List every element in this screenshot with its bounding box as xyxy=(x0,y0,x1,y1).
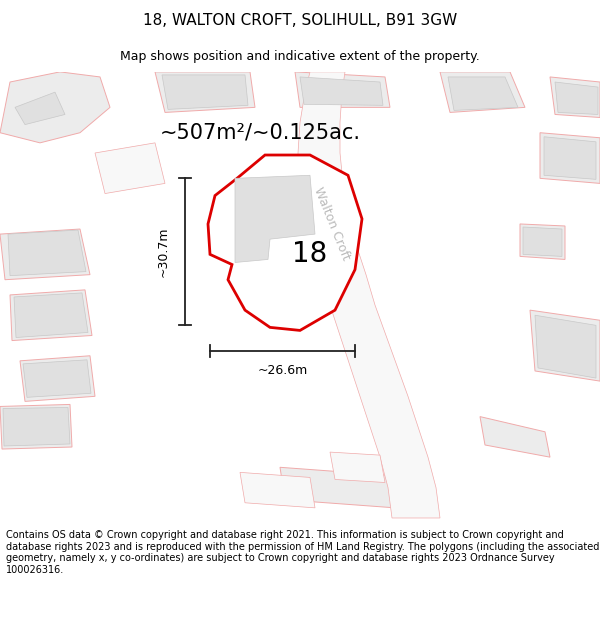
Polygon shape xyxy=(300,77,383,106)
Polygon shape xyxy=(0,229,90,280)
Polygon shape xyxy=(3,408,70,446)
Polygon shape xyxy=(95,143,165,194)
Text: ~507m²/~0.125ac.: ~507m²/~0.125ac. xyxy=(160,122,361,142)
Polygon shape xyxy=(330,452,385,482)
Polygon shape xyxy=(295,72,390,107)
Polygon shape xyxy=(0,404,72,449)
Text: ~30.7m: ~30.7m xyxy=(157,227,170,277)
Text: Contains OS data © Crown copyright and database right 2021. This information is : Contains OS data © Crown copyright and d… xyxy=(6,530,599,575)
Text: Walton Croft: Walton Croft xyxy=(311,186,353,262)
Text: 18: 18 xyxy=(292,241,328,268)
Polygon shape xyxy=(555,82,598,114)
Polygon shape xyxy=(8,230,86,276)
Polygon shape xyxy=(535,315,596,378)
Polygon shape xyxy=(15,92,65,124)
Polygon shape xyxy=(240,472,315,508)
Polygon shape xyxy=(480,417,550,457)
Polygon shape xyxy=(23,360,91,398)
Text: 18, WALTON CROFT, SOLIHULL, B91 3GW: 18, WALTON CROFT, SOLIHULL, B91 3GW xyxy=(143,12,457,28)
Polygon shape xyxy=(520,224,565,259)
Polygon shape xyxy=(530,310,600,381)
Polygon shape xyxy=(540,132,600,183)
Polygon shape xyxy=(550,77,600,118)
Polygon shape xyxy=(235,175,315,262)
Polygon shape xyxy=(155,72,255,112)
Polygon shape xyxy=(10,290,92,341)
Polygon shape xyxy=(0,72,110,143)
Text: Map shows position and indicative extent of the property.: Map shows position and indicative extent… xyxy=(120,49,480,62)
Polygon shape xyxy=(162,75,248,109)
Polygon shape xyxy=(298,72,440,518)
Polygon shape xyxy=(448,77,518,111)
Text: ~26.6m: ~26.6m xyxy=(257,364,308,378)
Polygon shape xyxy=(208,155,362,331)
Polygon shape xyxy=(14,293,88,338)
Polygon shape xyxy=(280,468,395,508)
Polygon shape xyxy=(544,137,596,179)
Polygon shape xyxy=(20,356,95,401)
Polygon shape xyxy=(523,227,562,256)
Polygon shape xyxy=(440,72,525,112)
